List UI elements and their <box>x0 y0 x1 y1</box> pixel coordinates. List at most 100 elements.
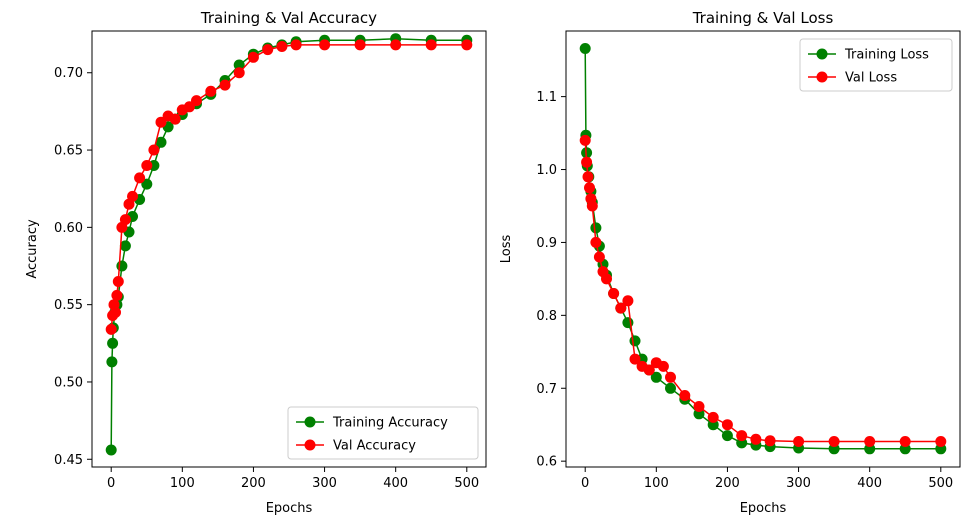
series-2 <box>579 134 947 447</box>
data-point <box>736 430 748 442</box>
data-point <box>581 156 593 168</box>
data-point <box>155 136 167 148</box>
data-point <box>593 251 605 263</box>
data-point <box>579 43 591 54</box>
legend-label: Val Loss <box>845 71 897 86</box>
data-point <box>110 306 121 318</box>
data-point <box>615 302 627 314</box>
legend-marker <box>816 48 828 60</box>
x-tick-label: 400 <box>383 476 408 491</box>
data-point <box>665 371 676 383</box>
data-point <box>119 240 131 252</box>
legend-box <box>287 406 479 460</box>
legend-marker <box>816 71 828 83</box>
data-point <box>707 411 719 423</box>
data-point <box>233 59 245 71</box>
y-tick-label: 0.50 <box>54 375 83 390</box>
chart-2: Training & Val Loss 0 100 200 300 400 500 0.6 0.… <box>499 9 961 516</box>
data-point <box>111 289 123 301</box>
legend-box <box>799 38 953 92</box>
data-point <box>247 51 259 63</box>
data-point <box>141 178 153 190</box>
chart-title: Training & Val Accuracy <box>200 9 377 27</box>
data-point <box>584 182 595 194</box>
data-point <box>290 39 302 51</box>
data-point <box>155 116 167 128</box>
legend-entry: Training Loss <box>808 48 929 63</box>
chart-title: Training & Val Loss <box>692 9 834 27</box>
y-axis-label: Loss <box>499 235 514 264</box>
data-point <box>608 288 620 299</box>
legend-marker <box>304 439 316 451</box>
x-axis-label: Epochs <box>266 501 313 516</box>
legend-label: Training Loss <box>844 48 929 63</box>
data-point <box>262 44 274 56</box>
data-point <box>586 200 598 212</box>
data-point <box>107 337 119 349</box>
plot-frame <box>91 30 487 468</box>
data-point <box>119 214 131 226</box>
data-point <box>105 323 117 335</box>
chart-1: Training & Val Accuracy 0 100 200 300 400 500 0… <box>25 9 487 516</box>
data-point <box>191 95 202 107</box>
data-point <box>679 390 691 401</box>
data-point <box>590 222 602 234</box>
series-line <box>584 48 941 450</box>
data-point <box>665 382 676 394</box>
y-tick-label: 0.65 <box>54 144 83 159</box>
data-point <box>169 113 181 125</box>
data-point <box>629 353 641 365</box>
x-tick-label: 500 <box>454 476 479 491</box>
data-point <box>828 436 840 447</box>
series-1 <box>579 43 947 455</box>
data-point <box>643 364 655 376</box>
legend-entry: Training Accuracy <box>296 416 448 431</box>
legend: Training Accuracy Val Accuracy <box>287 406 479 460</box>
y-axis-label: Accuracy <box>25 219 40 279</box>
y-tick-label: 0.6 <box>536 455 557 470</box>
data-point <box>629 335 641 347</box>
data-point <box>864 436 876 447</box>
y-tick-label: 0.8 <box>536 309 557 324</box>
series-line <box>110 37 467 451</box>
legend-entry: Val Loss <box>808 71 897 86</box>
legend-entry: Val Accuracy <box>296 439 416 454</box>
data-point <box>935 436 947 447</box>
data-point <box>233 67 245 79</box>
y-tick-label: 0.60 <box>54 221 83 236</box>
data-point <box>721 430 733 442</box>
data-point <box>106 356 118 368</box>
data-point <box>582 171 594 183</box>
data-point <box>650 371 662 383</box>
x-tick-label: 200 <box>241 476 266 491</box>
data-point <box>579 134 591 146</box>
data-point <box>390 39 402 51</box>
x-axis-label: Epochs <box>740 501 787 516</box>
series-line <box>584 140 941 443</box>
data-point <box>276 41 288 52</box>
data-point <box>116 260 128 272</box>
y-tick-label: 0.55 <box>54 298 83 313</box>
y-tick-label: 0.45 <box>54 453 83 468</box>
legend-label: Val Accuracy <box>333 439 416 454</box>
x-tick-label: 100 <box>170 476 195 491</box>
data-point <box>112 276 124 287</box>
legend: Training Loss Val Loss <box>799 38 953 92</box>
x-tick-label: 500 <box>928 476 953 491</box>
data-point <box>219 79 231 91</box>
y-tick-label: 0.7 <box>536 382 557 397</box>
data-point <box>693 401 705 412</box>
data-point <box>148 144 160 156</box>
x-tick-label: 200 <box>715 476 740 491</box>
legend-marker <box>304 416 316 428</box>
data-point <box>590 236 602 248</box>
data-point <box>793 436 805 447</box>
x-tick-label: 300 <box>786 476 811 491</box>
data-point <box>127 190 138 202</box>
x-tick-label: 0 <box>107 476 115 491</box>
y-tick-label: 0.70 <box>54 66 83 81</box>
x-tick-label: 400 <box>857 476 882 491</box>
series-line <box>110 44 467 330</box>
y-tick-label: 1.1 <box>536 90 557 105</box>
